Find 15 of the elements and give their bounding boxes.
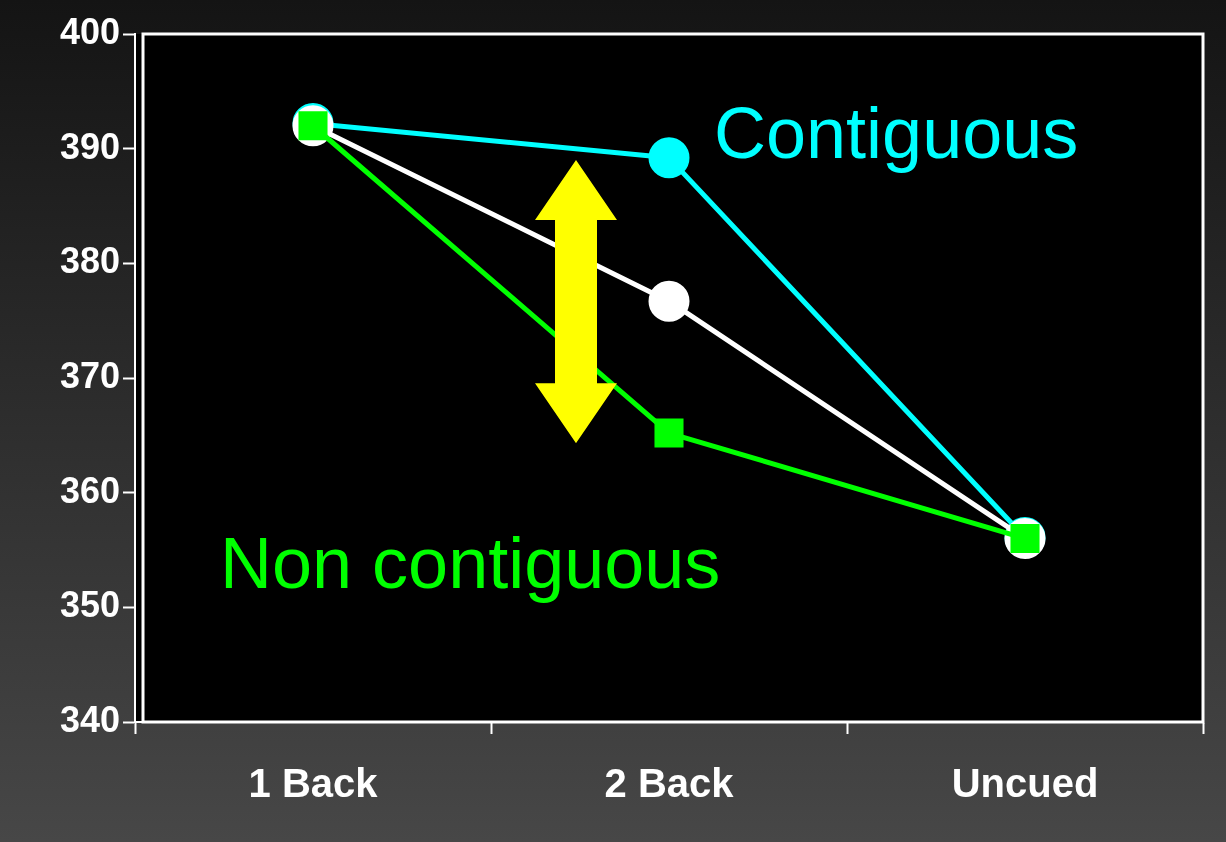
y-tick-label: 380	[59, 240, 120, 282]
y-tick-label: 360	[59, 469, 120, 511]
point	[654, 418, 684, 448]
series-label: Contiguous	[714, 92, 1079, 173]
series-label: Non contiguous	[220, 523, 721, 604]
y-tick-label: 390	[59, 125, 120, 167]
y-tick-label: 350	[59, 584, 120, 626]
y-tick-label: 400	[59, 10, 120, 52]
point	[648, 137, 690, 179]
x-tick-label: Uncued	[951, 761, 1099, 806]
y-tick-label: 340	[59, 698, 120, 740]
x-tick-label: 2 Back	[604, 761, 735, 806]
y-tick-label: 370	[59, 354, 120, 396]
point	[648, 280, 690, 322]
x-tick-label: 1 Back	[248, 761, 379, 806]
